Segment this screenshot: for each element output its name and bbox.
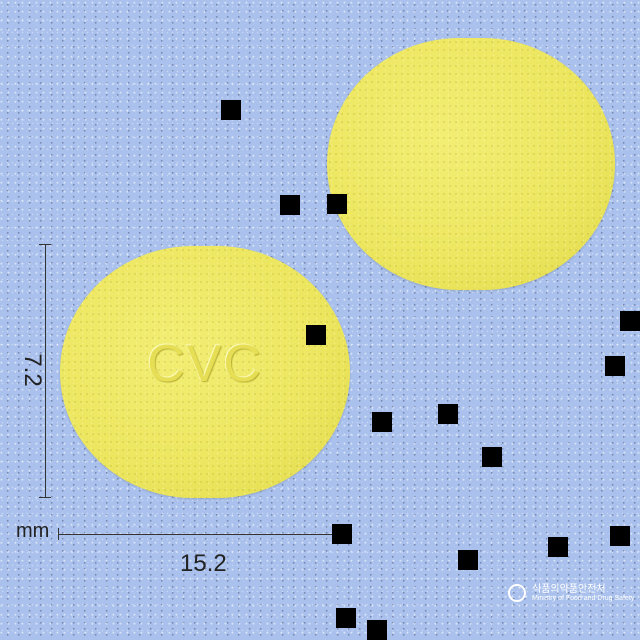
tablet-front-view: CVC (60, 246, 350, 498)
occlusion-square (336, 608, 356, 628)
tablet-back-view (327, 38, 615, 290)
occlusion-square (372, 412, 392, 432)
watermark-english: Ministry of Food and Drug Safety (532, 595, 635, 602)
occlusion-square (280, 195, 300, 215)
occlusion-square (306, 325, 326, 345)
mfds-watermark: 식품의약품안전처 Ministry of Food and Drug Safet… (508, 584, 634, 603)
occlusion-square (367, 620, 387, 640)
height-dimension-tick-bottom (39, 497, 51, 498)
height-dimension-tick-top (39, 244, 51, 245)
occlusion-square (620, 311, 640, 331)
occlusion-square (605, 356, 625, 376)
width-label: 15.2 (180, 550, 227, 577)
occlusion-square (327, 194, 347, 214)
occlusion-square (482, 447, 502, 467)
tablet-imprint: CVC (147, 335, 263, 393)
width-dimension-line (58, 534, 334, 535)
height-dimension-line (45, 244, 46, 498)
unit-label: mm (16, 520, 50, 542)
height-label: 7.2 (19, 353, 46, 387)
occlusion-square (548, 537, 568, 557)
watermark-korean: 식품의약품안전처 (532, 584, 606, 595)
occlusion-square (221, 100, 241, 120)
occlusion-square (332, 524, 352, 544)
occlusion-square (458, 550, 478, 570)
width-dimension-tick-left (58, 528, 59, 540)
mfds-emblem-icon (508, 584, 526, 603)
occlusion-square (438, 404, 458, 424)
occlusion-square (610, 526, 630, 546)
